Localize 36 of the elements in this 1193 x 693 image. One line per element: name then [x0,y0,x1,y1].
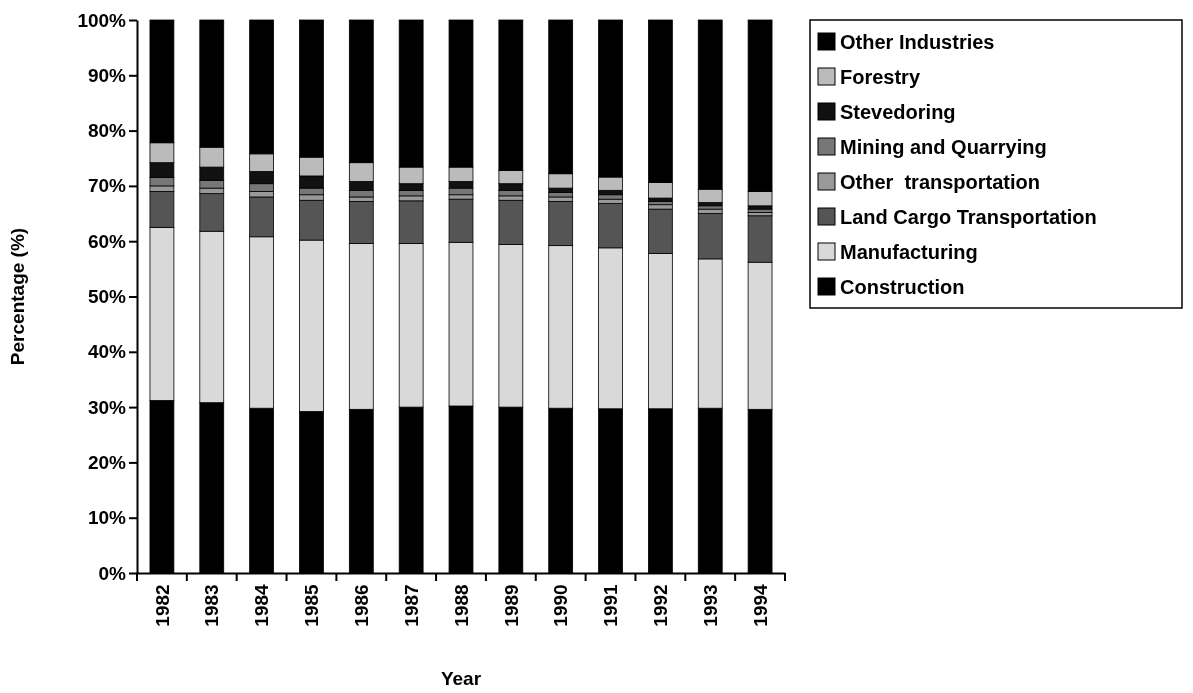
x-tick-label: 1994 [749,583,771,627]
legend-label: Mining and Quarrying [840,136,1047,158]
legend-label: Other transportation [840,171,1041,193]
legend-label: Other Industries [840,31,995,53]
y-tick-label: 0% [98,562,127,584]
x-tick-label: 1986 [350,584,372,627]
bar [598,194,623,200]
y-tick-label: 70% [87,175,127,197]
legend-label: Stevedoring [840,101,956,123]
x-tick-label: 1993 [699,584,721,627]
x-tick-label: 1990 [550,584,572,627]
x-tick-label: 1991 [600,583,622,627]
y-tick-label: 20% [87,451,127,473]
bar [548,192,574,198]
y-tick-label: 100% [77,9,127,31]
legend-label: Manufacturing [840,241,978,263]
y-tick-label: 10% [87,507,127,529]
y-axis-title: Percentage (%) [7,227,28,366]
x-tick-label: 1983 [201,584,223,627]
x-axis-title: Year [440,668,482,689]
y-tick-label: 40% [87,341,127,363]
x-tick-label: 1985 [301,583,323,627]
y-tick-label: 90% [87,64,127,86]
x-tick-label: 1987 [400,584,422,627]
legend-label: Land Cargo Transportation [840,206,1097,228]
x-tick-label: 1982 [151,584,173,627]
x-tick-label: 1988 [450,584,472,627]
y-tick-label: 80% [87,120,127,142]
legend-label: Construction [840,276,965,298]
x-tick-label: 1984 [251,583,273,627]
y-tick-label: 30% [87,396,127,418]
legend-label: Forestry [840,66,921,88]
y-tick-label: 50% [87,286,127,308]
x-tick-label: 1992 [650,584,672,627]
x-tick-label: 1989 [500,584,522,627]
y-tick-label: 60% [87,230,127,252]
